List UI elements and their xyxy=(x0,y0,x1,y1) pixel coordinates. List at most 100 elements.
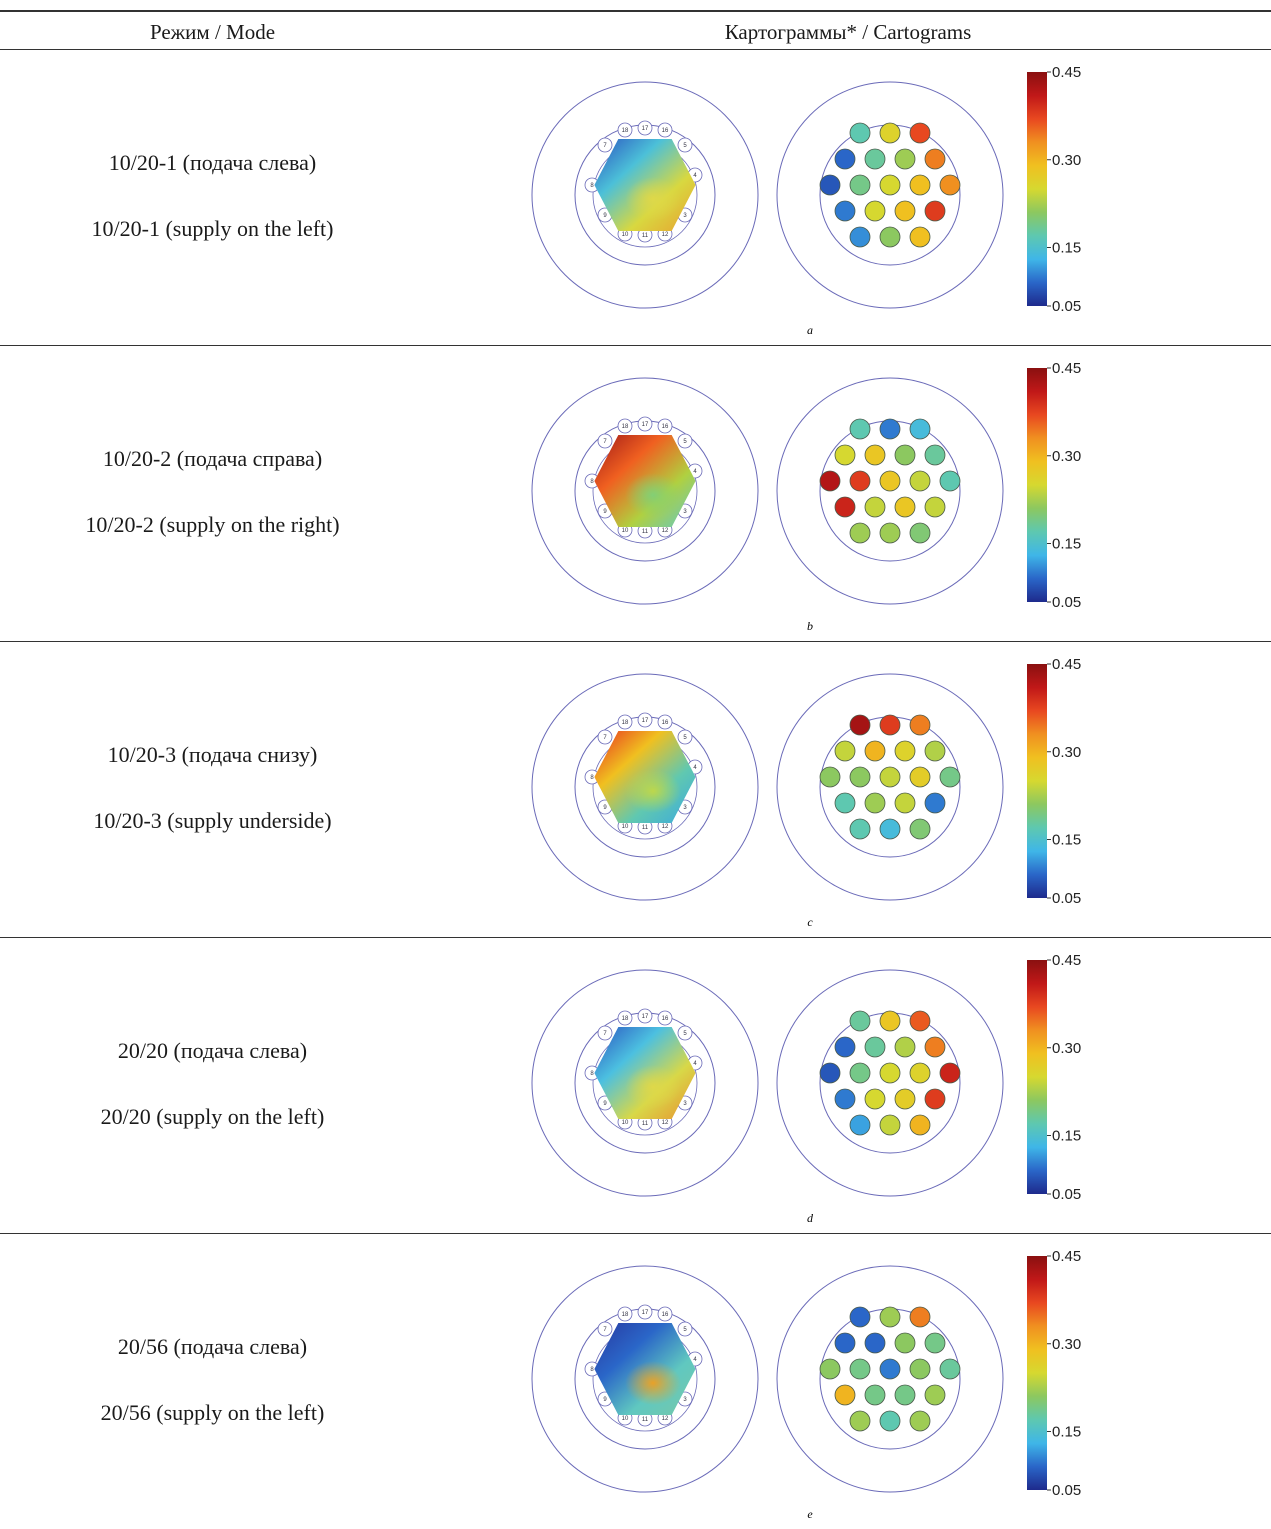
rod-value-dot xyxy=(924,1088,946,1110)
rod-value-dot xyxy=(879,714,901,736)
rod-value-dot xyxy=(819,1062,841,1084)
pin-number: 8 xyxy=(590,775,594,781)
pin-number: 12 xyxy=(662,232,669,238)
colorbar-tick-label: 0.45 xyxy=(1052,952,1081,969)
rod-value-dot xyxy=(909,1306,931,1328)
pin-number: 18 xyxy=(622,720,629,726)
rod-value-dot xyxy=(924,444,946,466)
pin-number: 10 xyxy=(622,232,629,238)
cartogram-figure: 18 17 16 5 4 3 12 11 10 9 8 7 0.45 0.30 0.15 0.05 b xyxy=(531,360,1081,633)
pin-number: 10 xyxy=(622,1416,629,1422)
pin-marker xyxy=(657,1306,673,1322)
rod-value-dot xyxy=(909,418,931,440)
pin-number: 7 xyxy=(603,1031,607,1037)
rod-value-dot xyxy=(894,148,916,170)
rod-value-dot xyxy=(909,1410,931,1432)
rod-value-dot xyxy=(864,1088,886,1110)
rod-value-dot xyxy=(864,200,886,222)
rod-value-dot xyxy=(864,148,886,170)
pin-number: 17 xyxy=(642,422,649,428)
rod-value-dot xyxy=(924,148,946,170)
rod-value-dot xyxy=(879,226,901,248)
rod-value-dot xyxy=(834,1036,856,1058)
rod-value-dot xyxy=(834,1332,856,1354)
colorbar-tick-label: 0.05 xyxy=(1052,1482,1081,1499)
rod-value-dot xyxy=(864,1332,886,1354)
pin-number: 9 xyxy=(603,509,607,515)
pin-number: 4 xyxy=(693,765,697,771)
pin-marker xyxy=(597,137,613,153)
outer-ring xyxy=(776,1265,1004,1493)
rod-value-dot xyxy=(894,200,916,222)
colorbar xyxy=(1027,960,1047,1194)
rod-value-dot xyxy=(924,1332,946,1354)
rod-value-dot xyxy=(849,418,871,440)
rod-value-dot xyxy=(939,766,961,788)
rod-value-dot xyxy=(834,740,856,762)
rod-value-dot xyxy=(864,1036,886,1058)
rod-value-dot xyxy=(864,740,886,762)
rod-value-dot xyxy=(864,496,886,518)
colorbar-tick-label: 0.15 xyxy=(1052,1424,1081,1441)
rod-value-dot xyxy=(939,1062,961,1084)
colorbar xyxy=(1027,1256,1047,1490)
rod-value-dot xyxy=(924,740,946,762)
pin-number: 3 xyxy=(683,1101,687,1107)
pin-number: 7 xyxy=(603,1327,607,1333)
pin-number: 17 xyxy=(642,1014,649,1020)
pin-marker xyxy=(657,418,673,434)
rod-value-dot xyxy=(849,714,871,736)
mode-label-en: 20/20 (supply on the left) xyxy=(100,1104,325,1129)
rod-value-dot xyxy=(849,470,871,492)
colorbar-tick-label: 0.30 xyxy=(1052,448,1081,465)
outer-ring xyxy=(776,969,1004,1197)
rod-value-dot xyxy=(879,818,901,840)
pin-number: 8 xyxy=(590,1071,594,1077)
subfigure-label: b xyxy=(807,619,813,633)
subfigure-label: e xyxy=(807,1507,813,1521)
rod-value-dot xyxy=(849,1410,871,1432)
pin-number: 11 xyxy=(642,529,649,535)
table-row: 10/20-2 (подача справа) 10/20-2 (supply o… xyxy=(0,346,1271,641)
pin-number: 9 xyxy=(603,213,607,219)
rod-value-dot xyxy=(909,1010,931,1032)
pin-marker xyxy=(637,1008,653,1024)
rod-value-dot xyxy=(834,148,856,170)
colorbar-tick-label: 0.05 xyxy=(1052,1186,1081,1203)
pin-number: 8 xyxy=(590,1367,594,1373)
pin-number: 5 xyxy=(683,143,687,149)
rod-value-dot xyxy=(879,470,901,492)
mode-label-ru: 10/20-3 (подача снизу) xyxy=(107,742,318,767)
colorbar xyxy=(1027,72,1047,306)
pin-number: 11 xyxy=(642,825,649,831)
rod-value-dot xyxy=(939,470,961,492)
rod-value-dot xyxy=(894,444,916,466)
pin-marker xyxy=(677,1025,693,1041)
rod-value-dot xyxy=(909,174,931,196)
pin-number: 16 xyxy=(662,1016,669,1022)
pin-marker xyxy=(637,1304,653,1320)
pin-number: 17 xyxy=(642,718,649,724)
mode-label-en: 10/20-2 (supply on the right) xyxy=(85,512,340,537)
header-mode: Режим / Mode xyxy=(149,20,276,44)
pin-marker xyxy=(597,433,613,449)
field-hotspot xyxy=(625,1361,681,1405)
mode-label-en: 10/20-3 (supply underside) xyxy=(93,808,332,833)
rod-value-dot xyxy=(894,496,916,518)
pin-number: 3 xyxy=(683,805,687,811)
header-cartograms: Картограммы* / Cartograms xyxy=(724,20,972,44)
colorbar-tick-label: 0.45 xyxy=(1052,360,1081,377)
rod-value-dot xyxy=(834,444,856,466)
outer-ring xyxy=(776,81,1004,309)
rod-value-dot xyxy=(909,122,931,144)
rod-value-dot xyxy=(879,418,901,440)
colorbar-tick-label: 0.05 xyxy=(1052,890,1081,907)
rod-value-dot xyxy=(924,792,946,814)
rod-value-dot xyxy=(834,200,856,222)
table-row: 20/20 (подача слева) 20/20 (supply on the… xyxy=(0,938,1271,1233)
rod-value-dot xyxy=(849,818,871,840)
pin-number: 17 xyxy=(642,1310,649,1316)
rod-value-dot xyxy=(909,226,931,248)
header-rule xyxy=(0,49,1271,50)
rod-value-dot xyxy=(834,1088,856,1110)
